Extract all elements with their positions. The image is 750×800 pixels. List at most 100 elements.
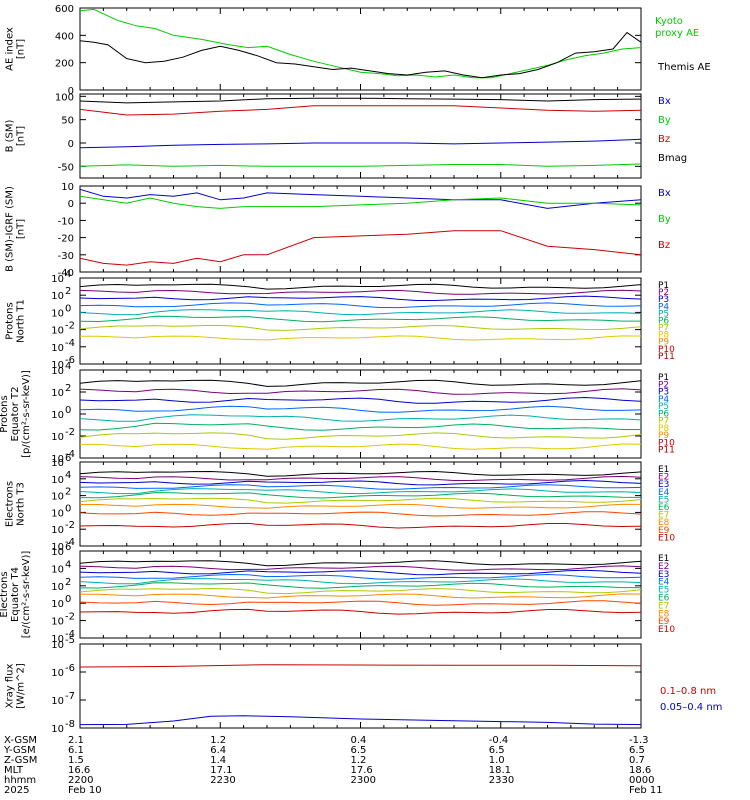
ephemeris-value: 0000 [629,775,654,786]
legend-bmag: Bmag [658,153,687,164]
y-tick-exponent: -6 [65,663,75,674]
legend-e5: E5 [658,586,669,596]
y-tick-exponent: -6 [65,355,75,366]
y-tick-exponent: -7 [65,691,75,702]
ephemeris-value: 17.6 [351,765,373,776]
legend-e5: E5 [658,495,669,505]
y-tick-exponent: 2 [65,577,71,588]
panel-frame [79,185,642,273]
legend-p5: P5 [658,402,669,412]
series-line-kyoto-proxy-ae [80,8,641,79]
legend-bz: Bz [658,240,670,251]
ephemeris-value: 0.7 [629,755,645,766]
legend-p3: P3 [658,388,669,398]
ephemeris-value: 6.4 [210,745,226,756]
legend-bx: Bx [658,188,671,199]
legend-e10: E10 [658,625,675,635]
y-axis-label-line: Protons [5,302,16,339]
y-axis-label: Protons North T1 [5,299,27,343]
y-tick-exponent: 0 [65,303,71,314]
ephemeris-value: 1.4 [210,755,226,766]
ephemeris-value: 6.5 [629,745,645,756]
legend-p9: P9 [658,338,669,348]
y-axis-label-line: B (SM)-IGRF (SM) [5,186,16,272]
ephemeris-value: 16.6 [68,765,90,776]
series-line-e8 [80,503,641,509]
y-axis-label-line: [e/(cm²-s-sr-keV)] [21,551,32,639]
legend-e2: E2 [658,562,669,572]
y-tick-label: 10 [51,388,64,399]
series-line-e9 [80,600,641,606]
y-tick-label: 10 [51,582,64,593]
y-tick-exponent: -5 [65,635,75,646]
y-tick-exponent: 4 [65,470,71,481]
legend-p5: P5 [658,309,669,319]
legend-p4: P4 [658,395,669,405]
y-tick-exponent: 0 [65,405,71,416]
series-line-bz [80,105,641,116]
y-tick-label: 0 [68,139,74,150]
legend-e4: E4 [658,488,670,498]
ephemeris-value: -1.3 [629,735,649,746]
legend-p11: P11 [658,446,675,456]
y-axis-label-line: Electrons [5,481,16,527]
legend-themis: Themis AE [657,62,711,73]
legend-p1: P1 [658,373,669,383]
ephemeris-value: 1.0 [489,755,505,766]
ephemeris-value: 2330 [489,775,514,786]
legend-e4: E4 [658,578,670,588]
legend-p3: P3 [658,295,669,305]
ephemeris-value: 2300 [351,775,376,786]
y-tick-label: -20 [58,234,74,245]
y-axis-label: B (SM) [nT] [5,119,27,152]
y-axis-label-line: Equator T4 [10,567,21,622]
series-line-e3 [80,479,641,486]
series-line-p8 [80,443,641,450]
legend-e8: E8 [658,609,670,619]
series-group [80,379,641,450]
legend-p8: P8 [658,331,669,341]
series-line-by [80,195,641,209]
legend-e2: E2 [658,473,669,483]
ephemeris-value: 18.6 [629,765,651,776]
y-tick-exponent: 2 [65,487,71,498]
ephemeris-value: 2200 [68,775,93,786]
y-tick-label: 10 [51,617,64,628]
series-line-e5 [80,578,641,585]
y-tick-label: -30 [58,251,74,262]
y-tick-label: 10 [51,458,64,469]
y-tick-exponent: -4 [65,449,75,460]
legend-xray-long: 0.1–0.8 nm [660,686,716,697]
y-tick-exponent: -2 [65,612,75,623]
y-tick-label: 50 [61,116,74,127]
ephemeris-value: Feb 10 [68,785,102,796]
legend-e6: E6 [658,594,670,604]
y-tick-exponent: -4 [65,537,75,548]
series-line-e6 [80,582,641,589]
y-tick-label: 0 [68,199,74,210]
series-line-e7 [80,497,641,504]
y-tick-label: 10 [51,599,64,610]
y-tick-exponent: 4 [65,559,71,570]
series-line-e2 [80,565,641,571]
ephemeris-value: 6.1 [68,745,84,756]
ephemeris-value: 1.5 [68,755,84,766]
series-group [80,8,641,79]
series-group [80,470,641,529]
ephemeris-value: 6.5 [351,745,367,756]
series-line-0-1-0-8-nm [80,664,641,668]
legend-xray-short: 0.05–0.4 nm [660,702,722,713]
series-line-p5 [80,414,641,422]
series-line-bx [80,188,641,209]
y-tick-label: 400 [55,31,74,42]
y-tick-label: 10 [51,547,64,558]
series-line-p1 [80,283,641,290]
ephemeris-value: -0.4 [489,735,509,746]
legend-bz: Bz [658,134,670,145]
y-tick-exponent: 2 [65,383,71,394]
y-axis-label-line: Electrons [0,571,10,617]
panel-frame [79,7,642,91]
y-axis-label-line: Equator T2 [10,387,21,442]
